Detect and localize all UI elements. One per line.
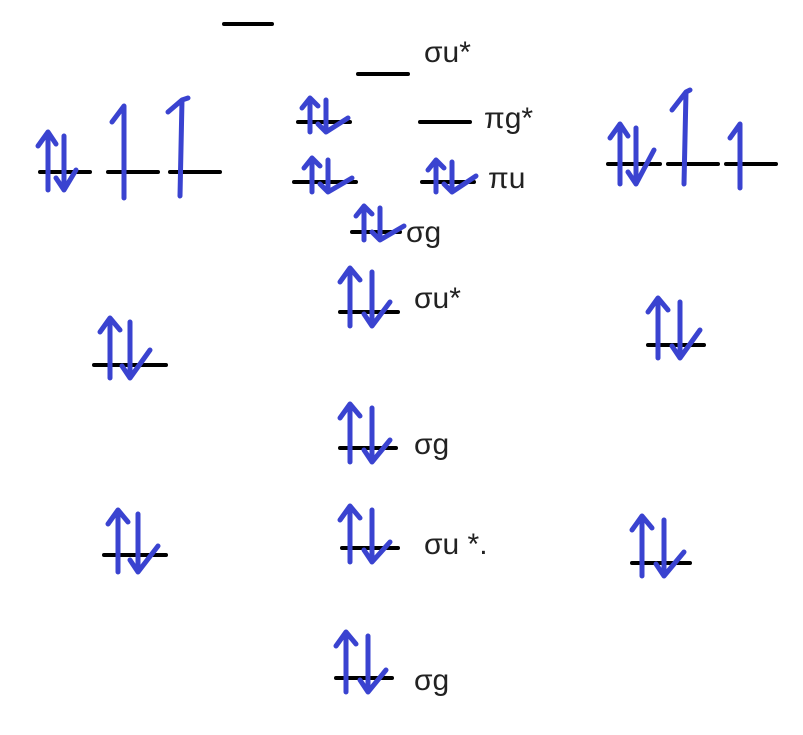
left-atom <box>35 95 222 575</box>
mo-sigma-u-star-2p-level: σu* <box>222 22 471 76</box>
left-2p-orbital-2 <box>106 103 160 201</box>
right-2p-orbital-2 <box>666 87 720 187</box>
label-sigma-u-star-top: σu* <box>424 36 471 69</box>
left-2p-orbital-1 <box>35 129 92 193</box>
left-1s-orbital <box>102 507 168 575</box>
mo-sigma-u-star-2s-level: σu* <box>337 265 461 329</box>
mo-sigma-g-2p-level: σg <box>350 203 441 249</box>
right-2p-orbital-3 <box>724 121 778 191</box>
mo-pi-u-level: πu <box>292 155 525 195</box>
label-pi-u: πu <box>488 162 525 195</box>
left-2p-orbital-3 <box>165 95 222 199</box>
label-sigma-g-2s: σg <box>414 428 449 461</box>
label-sigma-g-2p: σg <box>406 216 441 249</box>
right-2p-orbital-1 <box>606 121 662 187</box>
mo-sigma-u-star-1s-level: σu *. <box>337 503 488 565</box>
left-2s-orbital <box>92 315 168 381</box>
right-1s-orbital <box>629 513 692 579</box>
mo-sigma-g-2s-level: σg <box>337 401 449 465</box>
mo-sigma-g-1s-level: σg <box>333 629 449 697</box>
mo-pi-g-star-level: πg* <box>296 95 533 135</box>
label-sigma-u-star-2s: σu* <box>414 282 461 315</box>
label-pi-g-star: πg* <box>484 102 533 135</box>
molecular-orbitals: σu* πg* πu σg <box>222 22 533 697</box>
label-sigma-g-1s: σg <box>414 664 449 697</box>
right-atom <box>606 87 778 579</box>
right-2s-orbital <box>645 295 706 361</box>
label-sigma-u-star-1s: σu *. <box>424 528 488 561</box>
